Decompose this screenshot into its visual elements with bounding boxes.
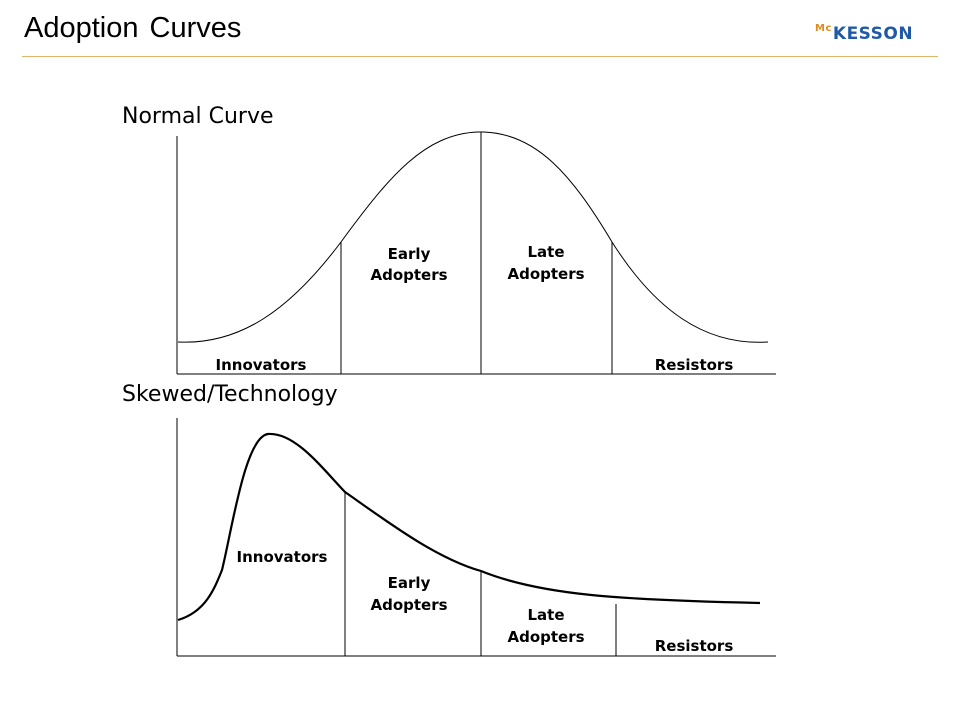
skewed-label-resistors: Resistors [655, 637, 734, 655]
logo-rest: KESSON [832, 24, 914, 44]
skewed-label-late-2: Adopters [507, 628, 584, 646]
skewed-label-early-2: Adopters [370, 596, 447, 614]
normal-label-late-2: Adopters [507, 265, 584, 283]
normal-label-early-2: Adopters [370, 266, 447, 284]
header-rule [22, 56, 938, 57]
logo-mc: Mc [815, 23, 832, 35]
skewed-label-early-1: Early [388, 574, 431, 592]
skewed-label-innovators: Innovators [237, 548, 328, 566]
skewed-curve-line [177, 432, 761, 622]
slide-title: Adoption Curves [24, 12, 242, 44]
skewed-curve-diagram: Innovators Early Adopters Late Adopters … [176, 418, 776, 657]
normal-label-resistors: Resistors [655, 356, 734, 374]
normal-label-innovators: Innovators [216, 356, 307, 374]
normal-label-early-1: Early [388, 245, 431, 263]
mckesson-logo: McKESSON [815, 23, 914, 44]
normal-curve-title: Normal Curve [122, 104, 274, 129]
skewed-label-late-1: Late [527, 606, 564, 624]
skewed-curve-title: Skewed/Technology [122, 382, 338, 407]
normal-curve-diagram: Innovators Early Adopters Late Adopters … [176, 131, 776, 375]
normal-curve-line [177, 131, 769, 343]
normal-label-late-1: Late [527, 243, 564, 261]
